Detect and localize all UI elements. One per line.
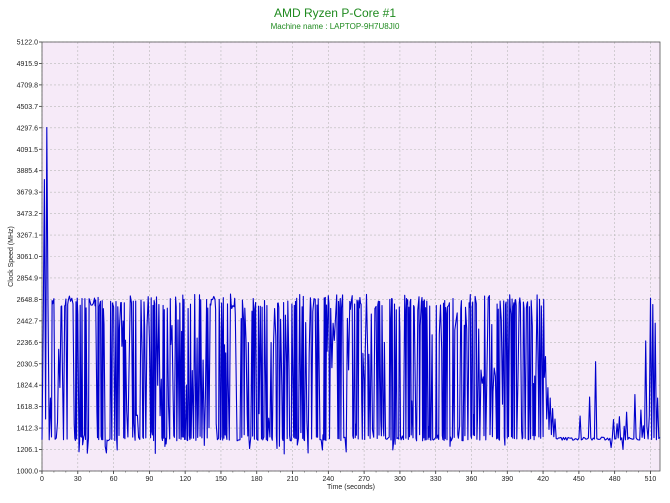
- x-tick-label: 510: [645, 476, 657, 483]
- x-tick-label: 450: [573, 476, 585, 483]
- x-tick-label: 60: [110, 476, 118, 483]
- x-tick-label: 0: [40, 476, 44, 483]
- y-tick-label: 1000.0: [17, 469, 39, 476]
- y-tick-label: 3885.4: [17, 168, 39, 175]
- y-tick-label: 2442.7: [17, 318, 39, 325]
- x-tick-label: 180: [251, 476, 263, 483]
- y-tick-label: 2236.6: [17, 340, 39, 347]
- y-tick-label: 1412.3: [17, 426, 39, 433]
- y-tick-label: 3473.2: [17, 211, 39, 218]
- y-tick-label: 3061.0: [17, 254, 39, 261]
- y-tick-label: 2648.8: [17, 297, 39, 304]
- x-tick-label: 300: [394, 476, 406, 483]
- y-axis-label: Clock Speed (MHz): [8, 226, 15, 287]
- x-axis-label: Time (seconds): [327, 484, 375, 491]
- x-tick-label: 420: [537, 476, 549, 483]
- y-tick-label: 1618.3: [17, 404, 39, 411]
- y-tick-label: 1824.4: [17, 383, 39, 390]
- plot-border: [41, 41, 661, 472]
- x-tick-label: 360: [466, 476, 478, 483]
- series-line-core-clock: [41, 127, 661, 455]
- y-tick-label: 5122.0: [17, 40, 39, 47]
- x-tick-label: 330: [430, 476, 442, 483]
- chart-subtitle: Machine name : LAPTOP-9H7U8JI0: [270, 22, 400, 31]
- x-tick-label: 90: [145, 476, 153, 483]
- x-tick-label: 240: [322, 476, 334, 483]
- y-tick-label: 2854.9: [17, 275, 39, 282]
- y-tick-label: 3679.3: [17, 190, 39, 197]
- y-tick-label: 2030.5: [17, 361, 39, 368]
- y-tick-label: 3267.1: [17, 233, 39, 240]
- y-tick-label: 4915.9: [17, 61, 39, 68]
- y-tick-label: 4503.7: [17, 104, 39, 111]
- y-tick-label: 4297.6: [17, 125, 39, 132]
- chart-title: AMD Ryzen P-Core #1: [273, 6, 397, 20]
- x-tick-label: 270: [358, 476, 370, 483]
- x-tick-label: 30: [74, 476, 82, 483]
- x-tick-label: 150: [215, 476, 227, 483]
- x-tick-label: 480: [609, 476, 621, 483]
- x-tick-label: 390: [501, 476, 513, 483]
- y-tick-label: 4709.8: [17, 82, 39, 89]
- y-tick-label: 1206.1: [17, 447, 39, 454]
- x-tick-label: 120: [179, 476, 191, 483]
- y-tick-label: 4091.5: [17, 147, 39, 154]
- x-tick-label: 210: [287, 476, 299, 483]
